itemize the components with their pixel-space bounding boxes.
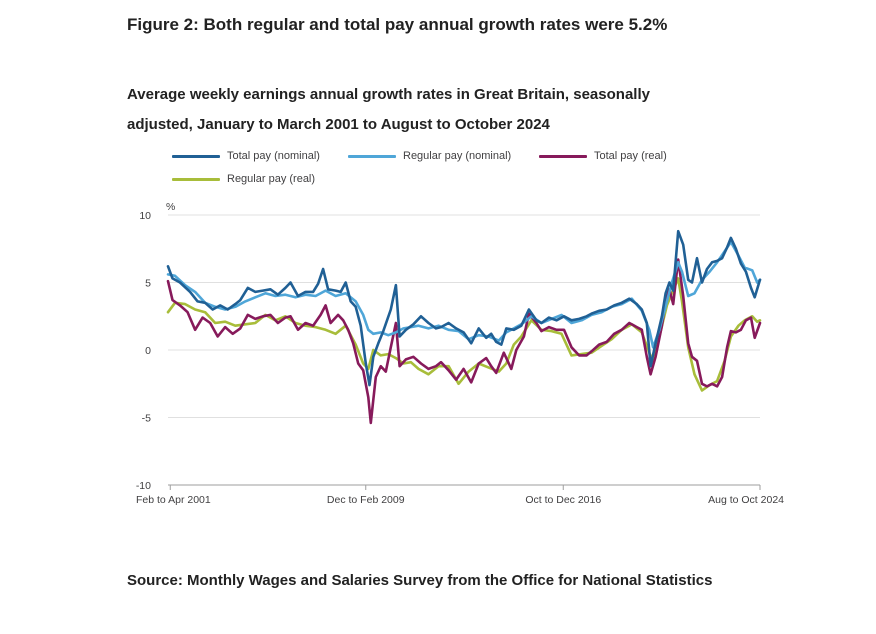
legend-item-regular-pay-nominal[interactable]: Regular pay (nominal) [348,150,511,162]
series-lines [166,229,762,425]
y-tick-label: -5 [142,413,151,425]
legend-label-total-pay-nominal: Total pay (nominal) [227,150,320,162]
legend-swatch-regular-pay-real [172,177,220,181]
chart-subtitle: Average weekly earnings annual growth ra… [127,86,650,133]
y-tick-label: 5 [145,278,151,290]
x-tick-label: Aug to Oct 2024 [708,494,784,506]
legend-label-total-pay-real: Total pay (real) [594,150,667,162]
legend-item-total-pay-nominal[interactable]: Total pay (nominal) [172,150,320,162]
line-chart: 10 5 0 -5 -10% Feb to Apr 2001 Dec to Feb 2009… [136,201,784,506]
y-tick-label: 0 [145,345,151,357]
figure-title: Figure 2: Both regular and total pay ann… [127,15,668,34]
legend-label-regular-pay-nominal: Regular pay (nominal) [403,150,512,162]
x-tick-label: Dec to Feb 2009 [327,494,405,506]
series-line-total-pay-real[interactable] [166,258,762,425]
axes: 10 5 0 -5 -10% Feb to Apr 2001 Dec to Feb 2009… [136,201,784,506]
x-tick-label: Oct to Dec 2016 [525,494,601,506]
gridlines [168,214,760,486]
series-line-regular-pay-real[interactable] [166,277,762,392]
y-tick-label: -10 [136,480,151,492]
legend-item-regular-pay-real[interactable]: Regular pay (real) [172,173,315,185]
legend-swatch-regular-pay-nominal [348,154,396,158]
series-line-total-pay-nominal[interactable] [166,229,762,387]
legend-item-total-pay-real[interactable]: Total pay (real) [539,150,667,162]
legend-swatch-total-pay-real [539,154,587,158]
legend-swatch-total-pay-nominal [172,154,220,158]
x-tick-label: Feb to Apr 2001 [136,494,211,506]
legend-label-regular-pay-real: Regular pay (real) [227,173,316,185]
y-tick-label: 10 [139,210,151,222]
y-axis-unit-label: % [166,201,175,213]
source-note: Source: Monthly Wages and Salaries Surve… [127,572,713,589]
